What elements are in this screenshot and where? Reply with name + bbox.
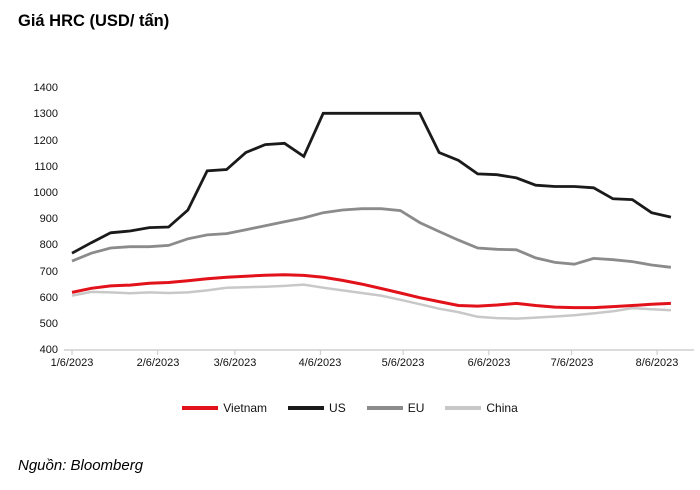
x-tick-label: 1/6/2023 [50,357,94,369]
y-tick-label: 400 [39,344,58,356]
source-note: Nguồn: Bloomberg [18,457,144,474]
y-tick-label: 1200 [33,135,58,147]
series-line-us [71,111,672,255]
x-tick-label: 6/6/2023 [467,357,511,369]
y-tick-label: 700 [39,266,58,278]
series-line-eu [71,207,672,269]
legend-item-eu: EU [366,401,425,415]
eu-line-swatch [366,406,403,410]
x-tick-label: 4/6/2023 [298,357,342,369]
series-line-vietnam [71,273,671,310]
legend-label: US [329,401,346,415]
us-line-swatch [288,406,325,410]
y-tick-label: 1000 [33,187,58,199]
vietnam-line-swatch [182,406,219,410]
chart-legend: Vietnam US EU China [0,399,700,417]
legend-label: Vietnam [223,401,268,415]
x-tick-label: 5/6/2023 [381,357,425,369]
page-title: Giá HRC (USD/ tấn) [18,12,170,30]
y-tick-label: 800 [39,239,58,251]
legend-label: China [486,401,518,415]
x-tick-label: 2/6/2023 [136,357,180,369]
legend-item-vietnam: Vietnam [182,401,267,415]
legend-label: EU [407,401,425,415]
y-tick-label: 1100 [34,161,58,173]
y-tick-label: 1400 [33,82,58,94]
y-tick-label: 600 [39,292,58,304]
x-tick-label: 8/6/2023 [635,357,679,369]
x-tick-label: 7/6/2023 [550,357,594,369]
series-line-china [71,283,671,320]
legend-item-china: China [445,401,518,415]
y-tick-label: 900 [39,213,58,225]
y-tick-label: 1300 [33,108,58,120]
china-line-swatch [445,406,482,410]
legend-item-us: US [288,401,346,415]
y-tick-label: 500 [39,318,58,330]
x-tick-label: 3/6/2023 [213,357,257,369]
